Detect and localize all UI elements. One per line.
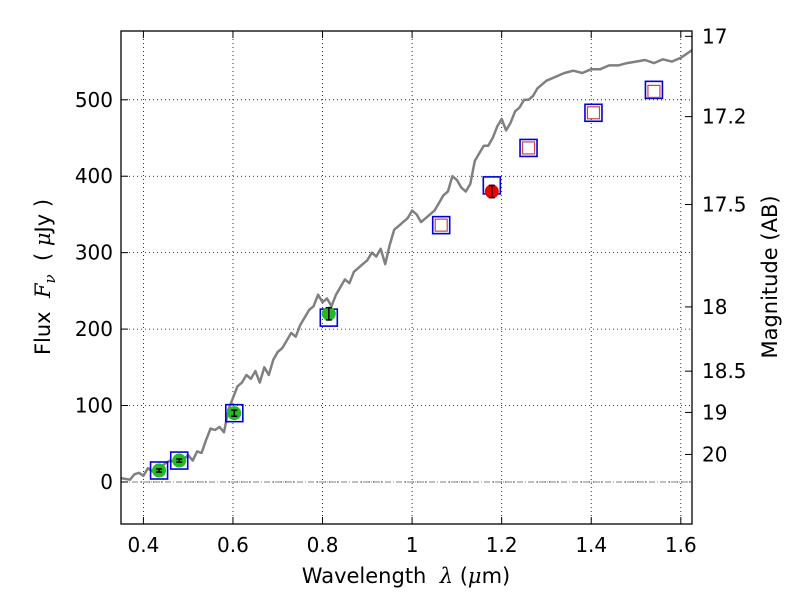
open-square-marker [434, 218, 448, 232]
blue-square-marker [431, 215, 451, 235]
y2-tick-label: 17.2 [702, 105, 747, 129]
model-spectrum-line [120, 49, 693, 481]
y-tick-label: 500 [75, 88, 113, 112]
data-markers [149, 80, 664, 480]
y-tick-label: 300 [75, 241, 113, 265]
blue-square-marker [149, 461, 169, 480]
blue-square-marker [584, 103, 603, 123]
open-square-marker [586, 106, 601, 120]
x-axis-ticks: 0.4 0.6 0.8 1 1.2 1.4 1.6 [127, 31, 697, 557]
y2-tick-label: 17 [702, 24, 727, 48]
y2-tick-label: 18.5 [702, 359, 747, 383]
y2-axis-label: Magnitude (AB) [758, 195, 782, 358]
x-tick-label: 1.6 [665, 533, 697, 557]
x-tick-label: 0.6 [217, 533, 249, 557]
open-square-marker [521, 141, 536, 155]
x-tick-label: 1.2 [486, 533, 518, 557]
y2-tick-label: 20 [702, 442, 727, 466]
x-tick-label: 0.4 [127, 533, 159, 557]
y-tick-label: 0 [100, 470, 113, 494]
x-tick-label: 1.4 [575, 533, 607, 557]
x-tick-label: 0.8 [307, 533, 339, 557]
plot-background [121, 31, 692, 524]
blue-square-marker [169, 451, 189, 470]
blue-square-marker [225, 403, 244, 423]
x-tick-label: 1 [406, 533, 419, 557]
plot-frame [120, 30, 693, 525]
y2-axis-ticks: 17 17.2 17.5 18 18.5 19 20 [685, 24, 747, 466]
y-tick-label: 100 [75, 394, 113, 418]
y-tick-label: 200 [75, 317, 113, 341]
y2-tick-label: 19 [702, 400, 727, 424]
blue-square-marker [519, 138, 538, 158]
y2-tick-label: 17.5 [702, 193, 747, 217]
blue-square-marker [644, 80, 664, 100]
open-square-marker [647, 84, 661, 98]
x-axis-label: Wavelength λ (μm) [302, 564, 510, 588]
y-axis-label: Flux Fν ( μJy ) [31, 199, 59, 355]
y-axis-ticks: 0 100 200 300 400 500 [75, 88, 128, 494]
y2-tick-label: 18 [702, 295, 727, 319]
y-tick-label: 400 [75, 164, 113, 188]
